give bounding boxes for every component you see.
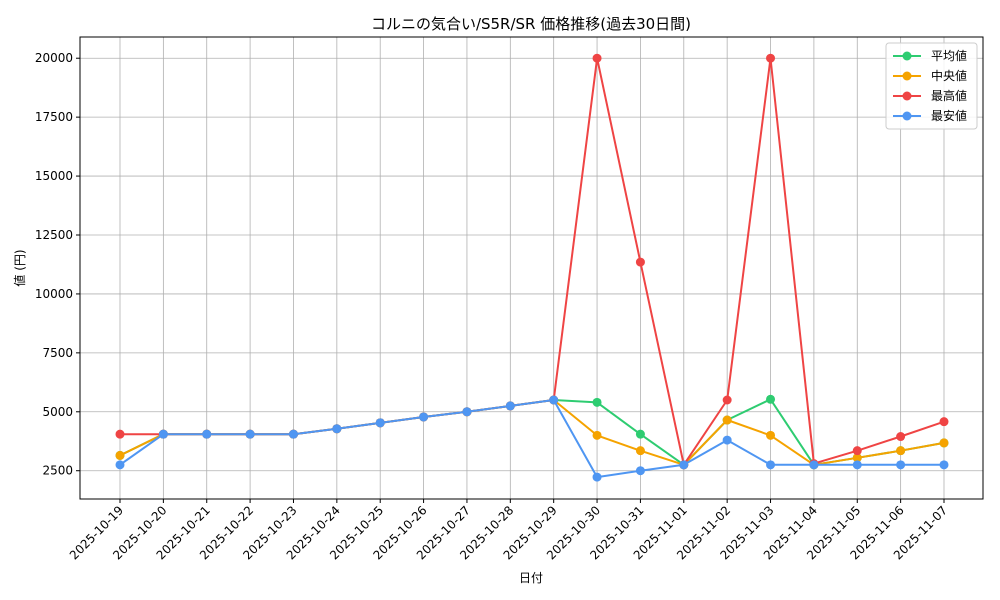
data-point bbox=[852, 460, 862, 470]
data-point bbox=[679, 460, 689, 470]
data-point bbox=[375, 418, 385, 428]
data-point bbox=[852, 446, 862, 456]
data-point bbox=[115, 450, 125, 460]
data-point bbox=[896, 446, 906, 456]
data-point bbox=[202, 429, 212, 439]
data-point bbox=[635, 446, 645, 456]
data-point bbox=[852, 453, 862, 463]
y-tick-label: 7500 bbox=[42, 346, 73, 360]
data-point bbox=[462, 407, 472, 417]
legend-marker bbox=[902, 91, 912, 101]
data-point bbox=[766, 430, 776, 440]
data-point bbox=[419, 412, 429, 422]
y-axis: 2500 5000 7500 10000 12500 15000 17500 20000 bbox=[35, 51, 80, 478]
data-point bbox=[635, 466, 645, 476]
series-line bbox=[119, 399, 944, 479]
legend-marker bbox=[902, 111, 912, 121]
legend-label: 最安値 bbox=[931, 108, 967, 123]
data-point bbox=[332, 424, 342, 434]
x-axis-label: 日付 bbox=[519, 571, 543, 585]
legend-marker bbox=[902, 51, 912, 61]
data-point bbox=[288, 429, 298, 439]
y-tick-label: 15000 bbox=[35, 169, 73, 183]
chart-title: コルニの気合い/S5R/SR 価格推移(過去30日間) bbox=[371, 15, 691, 33]
data-point bbox=[896, 432, 906, 442]
data-point bbox=[939, 417, 949, 427]
y-tick-label: 12500 bbox=[35, 228, 73, 242]
y-tick-label: 5000 bbox=[42, 405, 73, 419]
data-point bbox=[896, 460, 906, 470]
data-point bbox=[592, 472, 602, 482]
legend-label: 中央値 bbox=[931, 68, 967, 83]
data-point bbox=[722, 415, 732, 425]
data-point bbox=[766, 394, 776, 404]
data-point bbox=[592, 53, 602, 63]
series-layer bbox=[115, 53, 949, 482]
data-point bbox=[592, 397, 602, 407]
data-point bbox=[766, 460, 776, 470]
data-point bbox=[115, 460, 125, 470]
y-tick-label: 17500 bbox=[35, 110, 73, 124]
y-tick-label: 20000 bbox=[35, 51, 73, 65]
data-point bbox=[809, 460, 819, 470]
y-axis-label: 値 (円) bbox=[12, 249, 27, 286]
legend-box bbox=[885, 42, 978, 130]
data-point bbox=[939, 438, 949, 448]
data-point bbox=[549, 395, 559, 405]
data-point bbox=[722, 395, 732, 405]
legend-marker bbox=[902, 71, 912, 81]
data-point bbox=[245, 429, 255, 439]
legend-label: 平均値 bbox=[931, 48, 967, 63]
y-tick-label: 10000 bbox=[35, 287, 73, 301]
data-point bbox=[115, 429, 125, 439]
y-tick-label: 2500 bbox=[42, 464, 73, 478]
data-point bbox=[722, 435, 732, 445]
data-point bbox=[939, 460, 949, 470]
plot-frame bbox=[79, 36, 984, 500]
data-point bbox=[635, 257, 645, 267]
data-point bbox=[635, 429, 645, 439]
grid bbox=[80, 37, 983, 499]
data-point bbox=[158, 429, 168, 439]
data-point bbox=[592, 430, 602, 440]
data-point bbox=[505, 401, 515, 411]
legend-label: 最高値 bbox=[931, 88, 967, 103]
data-point bbox=[766, 53, 776, 63]
